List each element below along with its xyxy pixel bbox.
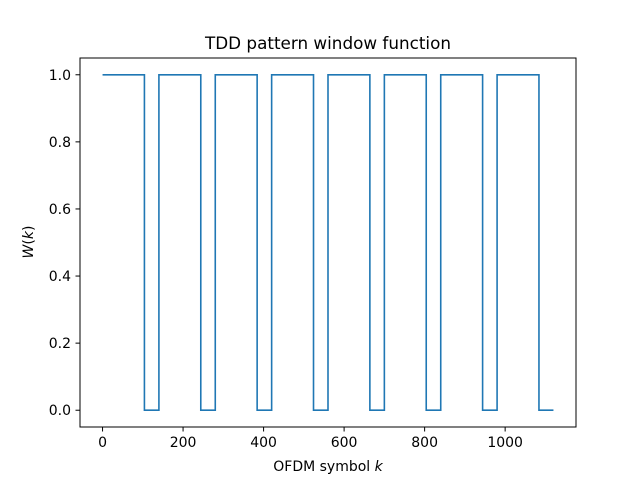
x-axis-ticks: 0 200 400 600 800 1000: [98, 427, 523, 451]
x-tick-label: 200: [170, 435, 197, 451]
y-axis-label-func: W: [21, 243, 37, 258]
x-axis-label: OFDM symbol k: [273, 459, 383, 475]
x-tick-label: 800: [411, 435, 438, 451]
x-tick-label: 600: [331, 435, 358, 451]
y-tick-label: 0.8: [49, 135, 71, 151]
x-tick-label: 1000: [487, 435, 523, 451]
x-tick-label: 0: [98, 435, 107, 451]
axes-frame: [79, 57, 577, 428]
series-line: [102, 73, 554, 412]
x-tick-label: 400: [250, 435, 277, 451]
y-axis-label: W(k): [21, 226, 37, 259]
y-tick-label: 0.6: [49, 202, 71, 218]
x-axis-label-text: OFDM symbol: [273, 459, 374, 475]
x-axis-label-var: k: [375, 459, 384, 475]
plot-area: [102, 73, 554, 412]
y-axis-label-paren-close: ): [21, 226, 37, 231]
y-axis-label-paren-open: (: [21, 239, 37, 244]
chart-title: TDD pattern window function: [204, 33, 451, 53]
y-tick-label: 1.0: [49, 68, 71, 84]
y-tick-label: 0.4: [49, 269, 71, 285]
y-tick-label: 0.0: [49, 403, 71, 419]
y-axis-label-var: k: [21, 230, 37, 239]
y-tick-label: 0.2: [49, 336, 71, 352]
y-axis-ticks: 0.0 0.2 0.4 0.6 0.8 1.0: [49, 68, 80, 419]
